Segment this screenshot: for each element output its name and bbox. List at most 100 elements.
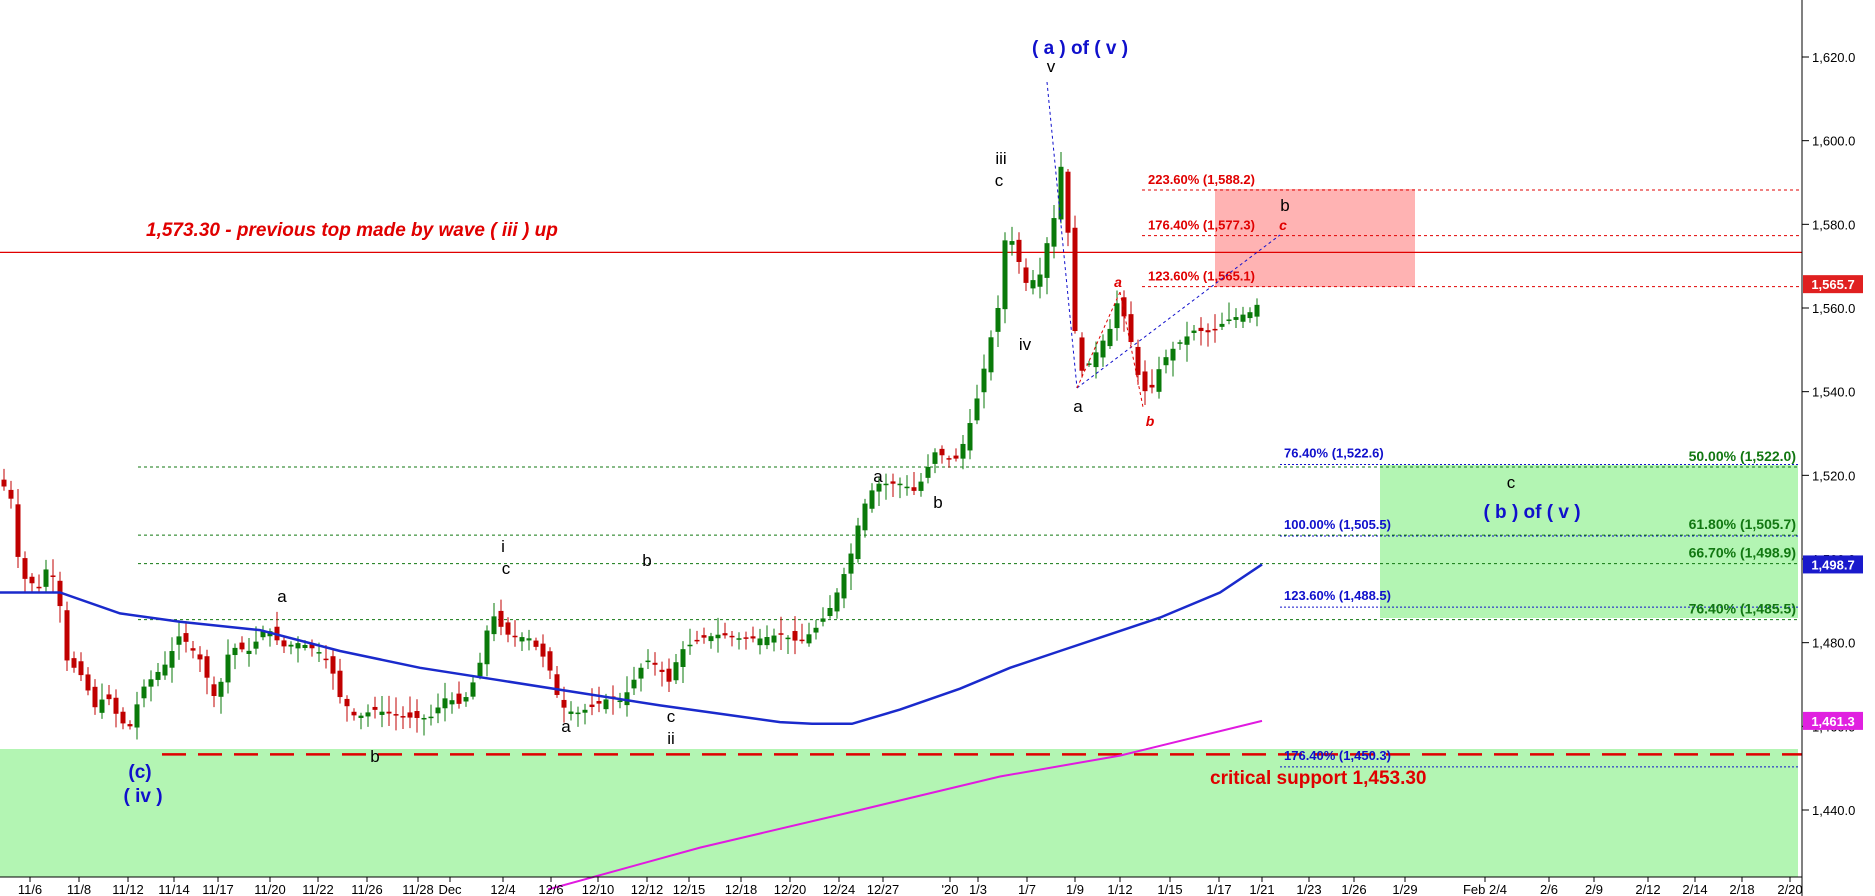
fib-red-label: 123.60% (1,565.1) — [1148, 269, 1255, 284]
price-tag — [1803, 711, 1863, 730]
x-tick-label: 2/9 — [1585, 882, 1603, 896]
candle-body — [498, 610, 504, 627]
candle-body — [1072, 227, 1078, 332]
x-tick-label: 1/7 — [1018, 882, 1036, 896]
fib-red-label: 223.60% (1,588.2) — [1148, 172, 1255, 187]
candle-body — [820, 618, 826, 622]
candle-body — [1016, 239, 1022, 262]
candle-body — [127, 724, 133, 727]
wave-label-iv-paren: ( iv ) — [123, 786, 162, 807]
candle-body — [855, 525, 861, 560]
moving-average-magenta — [547, 719, 1263, 891]
candle-body — [617, 700, 623, 703]
candle-body — [666, 668, 672, 682]
candle-body — [393, 714, 399, 716]
candle-body — [981, 368, 987, 393]
wave-label-c: c — [502, 559, 511, 578]
candle-body — [596, 701, 602, 704]
candle-body — [1037, 274, 1043, 287]
x-tick-label: 12/24 — [823, 882, 856, 896]
candle-body — [113, 697, 119, 714]
wave-label-iv: iv — [1019, 335, 1032, 354]
candle-body — [834, 592, 840, 612]
candle-body — [1009, 241, 1015, 245]
y-tick-label: 1,520.0 — [1812, 468, 1855, 483]
candle-body — [309, 643, 315, 649]
candle-body — [974, 398, 980, 421]
candle-body — [204, 656, 210, 678]
x-tick-label: 12/12 — [631, 882, 664, 896]
x-tick-label: 12/15 — [673, 882, 706, 896]
wave-label-red-b: b — [1146, 413, 1155, 429]
candle-body — [526, 638, 532, 641]
wave-label-a: a — [561, 717, 571, 736]
wave-label-b: b — [933, 493, 942, 512]
candle-body — [729, 635, 735, 638]
candle-body — [337, 670, 343, 698]
candle-body — [463, 697, 469, 702]
candle-body — [64, 610, 70, 661]
candle-body — [547, 651, 553, 671]
candle-body — [1219, 323, 1225, 327]
candle-body — [470, 682, 476, 697]
x-tick-label: 1/26 — [1341, 882, 1366, 896]
candle-body — [575, 712, 581, 715]
wave-label-b: b — [642, 551, 651, 570]
candle-body — [1, 479, 7, 487]
x-tick-label: 11/26 — [351, 882, 383, 896]
fib-blue-label: 100.00% (1,505.5) — [1284, 517, 1391, 532]
candle-body — [659, 669, 665, 672]
candle-body — [1065, 171, 1071, 233]
candle-body — [316, 652, 322, 654]
candle-body — [743, 637, 749, 639]
candle-body — [491, 616, 497, 635]
candle-body — [148, 679, 154, 687]
x-tick-label: 2/6 — [1540, 882, 1558, 896]
x-tick-label: 11/14 — [158, 882, 190, 896]
candle-body — [120, 711, 126, 724]
candle-body — [1128, 314, 1134, 342]
candle-body — [988, 337, 994, 373]
candle-body — [1135, 346, 1141, 375]
wave-label-b: b — [370, 747, 379, 766]
candle-body — [358, 715, 364, 718]
candle-body — [568, 711, 574, 714]
target-zone-red — [1215, 189, 1415, 287]
candle-body — [211, 684, 217, 697]
wave-label-a: a — [277, 587, 287, 606]
candle-body — [295, 643, 301, 649]
x-tick-label: 1/12 — [1107, 882, 1132, 896]
candle-body — [1247, 312, 1253, 319]
candle-body — [1030, 280, 1036, 289]
fib-green-label: 76.40% (1,485.5) — [1689, 601, 1796, 617]
y-tick-label: 1,600.0 — [1812, 134, 1855, 149]
candle-body — [344, 698, 350, 707]
y-tick-label: 1,440.0 — [1812, 803, 1855, 818]
candle-body — [8, 489, 14, 499]
price-tag-label: 1,498.7 — [1811, 557, 1854, 572]
wave-line-blue — [1076, 234, 1281, 389]
candle-body — [1093, 352, 1099, 368]
candle-body — [288, 644, 294, 647]
candle-body — [694, 639, 700, 642]
candle-body — [1100, 340, 1106, 358]
x-tick-label: 1/21 — [1249, 882, 1274, 896]
candle-body — [757, 638, 763, 646]
y-tick-label: 1,580.0 — [1812, 217, 1855, 232]
candle-body — [1191, 330, 1197, 333]
candle-body — [533, 640, 539, 647]
candle-body — [736, 638, 742, 640]
candle-body — [435, 707, 441, 714]
candle-body — [1212, 328, 1218, 331]
candle-body — [1226, 319, 1232, 322]
candle-body — [106, 694, 112, 700]
y-tick-label: 1,620.0 — [1812, 50, 1855, 65]
candle-body — [841, 574, 847, 599]
candle-body — [1254, 304, 1260, 317]
candle-body — [1233, 317, 1239, 320]
candle-body — [379, 711, 385, 715]
candle-body — [190, 648, 196, 651]
candle-body — [71, 658, 77, 668]
candle-body — [582, 709, 588, 713]
